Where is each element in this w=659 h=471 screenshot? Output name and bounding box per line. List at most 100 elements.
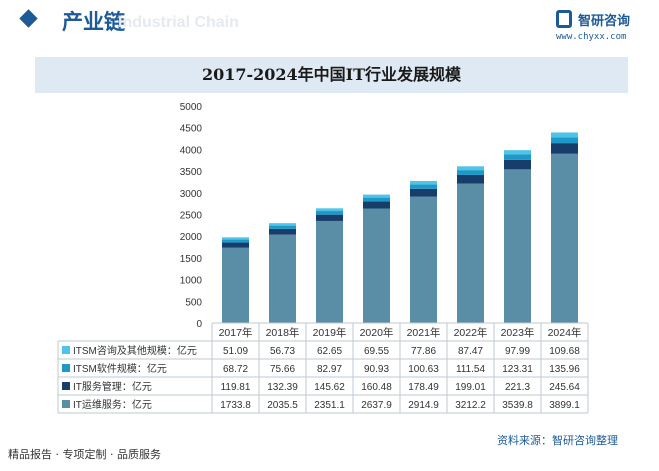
- bar-segment: [457, 166, 484, 171]
- data-label: 2035.5: [267, 400, 298, 411]
- header-watermark: Industrial Chain: [118, 14, 239, 31]
- bar-segment: [269, 223, 296, 226]
- x-tick-label: 2020年: [360, 326, 394, 339]
- bar-segment: [363, 194, 390, 198]
- y-tick-label: 0: [196, 319, 202, 330]
- bar-segment: [316, 214, 343, 221]
- data-label: 3212.2: [455, 400, 486, 411]
- legend-swatch: [62, 382, 70, 390]
- x-tick-label: 2019年: [313, 326, 347, 339]
- x-tick-label: 2017年: [219, 326, 253, 339]
- data-label: 97.99: [505, 346, 530, 357]
- data-label: 109.68: [549, 346, 580, 357]
- bar-segment: [504, 154, 531, 160]
- data-label: 178.49: [408, 382, 439, 393]
- logo-icon: [556, 10, 572, 28]
- data-label: 123.31: [502, 364, 533, 375]
- data-label: 77.86: [411, 346, 436, 357]
- legend-label: IT运维服务：亿元: [73, 398, 152, 411]
- bar-segment: [551, 137, 578, 144]
- bar-segment: [504, 169, 531, 323]
- bar-segment: [269, 228, 296, 235]
- bar-segment: [363, 197, 390, 202]
- bar-segment: [363, 208, 390, 323]
- data-label: 2914.9: [408, 400, 439, 411]
- data-label: 160.48: [361, 382, 392, 393]
- section-title: 产业链: [62, 9, 125, 34]
- y-tick-label: 2500: [180, 211, 203, 222]
- bar-segment: [457, 183, 484, 323]
- logo-name: 智研咨询: [578, 14, 631, 29]
- page-header: 产业链 Industrial Chain 智研咨询 www.chyxx.com: [0, 0, 659, 44]
- data-label: 100.63: [408, 364, 439, 375]
- bar-segment: [504, 159, 531, 170]
- x-tick-label: 2022年: [454, 326, 488, 339]
- bar-segment: [410, 196, 437, 323]
- y-tick-label: 1000: [180, 276, 203, 287]
- data-label: 135.96: [549, 364, 580, 375]
- x-tick-label: 2024年: [548, 326, 582, 339]
- data-label: 51.09: [223, 346, 248, 357]
- bar-segment: [410, 184, 437, 189]
- y-tick-label: 4000: [180, 145, 203, 156]
- data-label: 1733.8: [220, 400, 251, 411]
- data-label: 221.3: [505, 382, 530, 393]
- y-tick-label: 2000: [180, 232, 203, 243]
- data-label: 245.64: [549, 382, 580, 393]
- chart-title: 2017-2024年中国IT行业发展规模: [201, 65, 462, 84]
- logo-url: www.chyxx.com: [556, 32, 627, 42]
- bar-segment: [316, 211, 343, 215]
- data-label: 145.62: [314, 382, 345, 393]
- bar-segment: [551, 153, 578, 323]
- legend-label: ITSM软件规模：亿元: [73, 362, 167, 375]
- footer-tagline: 精品报告 · 专项定制 · 品质服务: [8, 448, 161, 461]
- bar-segment: [457, 170, 484, 175]
- bar-segment: [316, 220, 343, 323]
- bar-segment: [269, 234, 296, 323]
- x-tick-label: 2018年: [266, 326, 300, 339]
- data-label: 82.97: [317, 364, 342, 375]
- bar-segment: [410, 181, 437, 185]
- legend-swatch: [62, 400, 70, 408]
- y-tick-label: 4500: [180, 124, 203, 135]
- x-tick-label: 2021年: [407, 326, 441, 339]
- bar-segment: [551, 132, 578, 138]
- data-label: 199.01: [455, 382, 486, 393]
- data-label: 119.81: [221, 382, 251, 393]
- bar-segment: [222, 242, 249, 248]
- legend-label: IT服务管理：亿元: [73, 380, 152, 393]
- bar-segment: [551, 143, 578, 154]
- bar-segment: [222, 237, 249, 240]
- bar-segment: [222, 239, 249, 243]
- chart-title-band: 2017-2024年中国IT行业发展规模: [35, 57, 628, 93]
- legend-label: ITSM咨询及其他规模：亿元: [73, 344, 197, 357]
- y-tick-label: 3000: [180, 189, 203, 200]
- data-label: 3539.8: [502, 400, 533, 411]
- x-tick-label: 2023年: [501, 326, 535, 339]
- data-label: 62.65: [317, 346, 342, 357]
- data-label: 87.47: [458, 346, 483, 357]
- data-label: 68.72: [223, 364, 248, 375]
- data-label: 111.54: [456, 364, 486, 375]
- y-tick-label: 1500: [180, 254, 203, 265]
- data-label: 69.55: [364, 346, 389, 357]
- bar-segment: [222, 247, 249, 323]
- data-label: 56.73: [270, 346, 295, 357]
- data-label: 2351.1: [314, 400, 345, 411]
- source-note: 资料来源：智研咨询整理: [497, 434, 618, 447]
- y-tick-label: 5000: [180, 102, 203, 113]
- data-label: 75.66: [270, 364, 295, 375]
- data-label: 2637.9: [361, 400, 392, 411]
- bar-segment: [504, 150, 531, 155]
- legend-swatch: [62, 364, 70, 372]
- y-tick-label: 500: [185, 297, 202, 308]
- data-label: 132.39: [267, 382, 298, 393]
- legend-swatch: [62, 346, 70, 354]
- data-label: 90.93: [364, 364, 389, 375]
- brand-logo: 智研咨询 www.chyxx.com: [556, 8, 656, 44]
- bar-segment: [410, 188, 437, 197]
- data-label: 3899.1: [549, 400, 580, 411]
- bar-segment: [269, 225, 296, 229]
- y-tick-label: 3500: [180, 167, 203, 178]
